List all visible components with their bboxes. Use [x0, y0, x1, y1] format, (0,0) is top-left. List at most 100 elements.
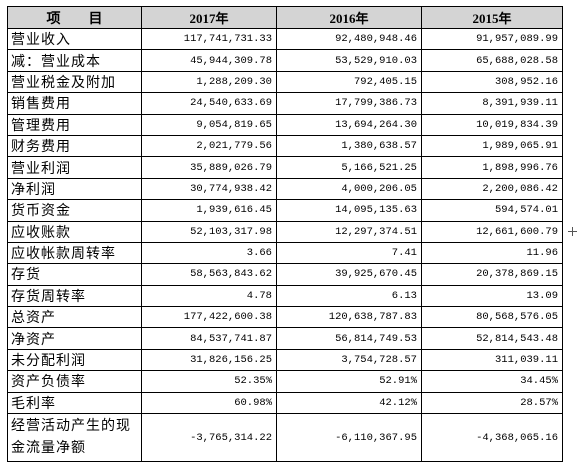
row-label: 存货	[8, 264, 142, 286]
row-label: 存货周转率	[8, 285, 142, 308]
value-2017: -3,765,314.22	[142, 414, 277, 463]
value-2016: 5,166,521.25	[277, 157, 422, 179]
table-row: 存货 58,563,843.62 39,925,670.45 20,378,869.1…	[8, 264, 563, 286]
table-row: 资产负债率 52.35% 52.91% 34.45%	[8, 371, 563, 393]
row-label: 营业利润	[8, 157, 142, 179]
value-2015: 1,898,996.76	[422, 157, 563, 179]
table-row: 货币资金 1,939,616.45 14,095,135.63 594,574.01	[8, 200, 563, 222]
value-2016: 792,405.15	[277, 71, 422, 94]
value-2017: 1,288,209.30	[142, 71, 277, 94]
value-2015: 28.57%	[422, 392, 563, 415]
table-row: 应收账款 52,103,317.98 12,297,374.51 12,661,600…	[8, 221, 563, 243]
value-2017: 3.66	[142, 242, 277, 265]
value-2016: 12,297,374.51	[277, 221, 422, 243]
row-label: 总资产	[8, 307, 142, 329]
row-label: 销售费用	[8, 93, 142, 115]
value-2015: 20,378,869.15	[422, 264, 563, 286]
value-2017: 45,944,309.78	[142, 50, 277, 72]
table-row: 营业税金及附加 1,288,209.30 792,405.15 308,952.16	[8, 71, 563, 94]
value-2016: 42.12%	[277, 392, 422, 415]
table-row: 应收帐款周转率 3.66 7.41 11.96	[8, 242, 563, 265]
value-2017: 4.78	[142, 285, 277, 308]
value-2016: -6,110,367.95	[277, 414, 422, 463]
value-2016: 53,529,910.03	[277, 50, 422, 72]
value-2017: 177,422,600.38	[142, 307, 277, 329]
value-2016: 3,754,728.57	[277, 349, 422, 372]
row-label: 营业收入	[8, 29, 142, 51]
value-2017: 31,826,156.25	[142, 349, 277, 372]
value-2015: 52,814,543.48	[422, 328, 563, 350]
value-2016: 1,380,638.57	[277, 135, 422, 158]
table-row: 总资产 177,422,600.38 120,638,787.83 80,568,57…	[8, 307, 563, 329]
row-label: 管理费用	[8, 114, 142, 136]
value-2015: 2,200,086.42	[422, 178, 563, 201]
table-row: 营业收入 117,741,731.33 92,480,948.46 91,957,08…	[8, 29, 563, 51]
row-label: 未分配利润	[8, 349, 142, 372]
value-2017: 52,103,317.98	[142, 221, 277, 243]
value-2015: 80,568,576.05	[422, 307, 563, 329]
financial-table: 项 目 2017年 2016年 2015年 营业收入 117,741,731.33 92,4…	[7, 6, 563, 463]
value-2017: 84,537,741.87	[142, 328, 277, 350]
row-label: 资产负债率	[8, 371, 142, 393]
row-label: 应收帐款周转率	[8, 242, 142, 265]
table-row: 财务费用 2,021,779.56 1,380,638.57 1,989,065.91	[8, 135, 563, 158]
value-2017: 30,774,938.42	[142, 178, 277, 201]
row-label: 减：营业成本	[8, 50, 142, 72]
value-2017: 117,741,731.33	[142, 29, 277, 51]
row-label: 经营活动产生的现金流量净额	[8, 414, 142, 463]
row-label: 营业税金及附加	[8, 71, 142, 94]
value-2017: 60.98%	[142, 392, 277, 415]
value-2017: 52.35%	[142, 371, 277, 393]
value-2017: 58,563,843.62	[142, 264, 277, 286]
value-2015: 13.09	[422, 285, 563, 308]
value-2015: 1,989,065.91	[422, 135, 563, 158]
value-2015: 12,661,600.79	[422, 221, 563, 243]
value-2017: 9,054,819.65	[142, 114, 277, 136]
table-move-handle-plus-icon[interactable]	[568, 227, 577, 236]
value-2015: 65,688,028.58	[422, 50, 563, 72]
value-2017: 24,540,633.69	[142, 93, 277, 115]
row-label: 净利润	[8, 178, 142, 201]
value-2016: 13,694,264.30	[277, 114, 422, 136]
value-2016: 120,638,787.83	[277, 307, 422, 329]
value-2016: 52.91%	[277, 371, 422, 393]
value-2017: 2,021,779.56	[142, 135, 277, 158]
table-row: 毛利率 60.98% 42.12% 28.57%	[8, 392, 563, 415]
table-row: 净利润 30,774,938.42 4,000,206.05 2,200,086.42	[8, 178, 563, 201]
row-label: 应收账款	[8, 221, 142, 243]
row-label: 净资产	[8, 328, 142, 350]
value-2016: 7.41	[277, 242, 422, 265]
value-2015: 34.45%	[422, 371, 563, 393]
value-2016: 14,095,135.63	[277, 200, 422, 222]
table-row: 管理费用 9,054,819.65 13,694,264.30 10,019,834.…	[8, 114, 563, 136]
value-2016: 39,925,670.45	[277, 264, 422, 286]
table-row: 营业利润 35,889,026.79 5,166,521.25 1,898,996.7…	[8, 157, 563, 179]
value-2017: 1,939,616.45	[142, 200, 277, 222]
value-2016: 17,799,386.73	[277, 93, 422, 115]
value-2017: 35,889,026.79	[142, 157, 277, 179]
value-2015: 11.96	[422, 242, 563, 265]
value-2015: 91,957,089.99	[422, 29, 563, 51]
value-2015: -4,368,065.16	[422, 414, 563, 463]
value-2015: 311,039.11	[422, 349, 563, 372]
table-row: 经营活动产生的现金流量净额 -3,765,314.22 -6,110,367.95-…	[8, 414, 563, 463]
value-2015: 308,952.16	[422, 71, 563, 94]
table-row: 未分配利润 31,826,156.25 3,754,728.57 311,039.11	[8, 349, 563, 372]
table-row: 存货周转率 4.78 6.13 13.09	[8, 285, 563, 308]
value-2015: 8,391,939.11	[422, 93, 563, 115]
table-header-row: 项 目 2017年 2016年 2015年	[8, 7, 563, 29]
header-year-2017: 2017年	[142, 7, 277, 29]
value-2016: 56,814,749.53	[277, 328, 422, 350]
header-year-2015: 2015年	[422, 7, 563, 29]
table-row: 销售费用 24,540,633.69 17,799,386.73 8,391,939.…	[8, 93, 563, 115]
value-2016: 4,000,206.05	[277, 178, 422, 201]
value-2015: 10,019,834.39	[422, 114, 563, 136]
header-year-2016: 2016年	[277, 7, 422, 29]
header-item-cell: 项 目	[8, 7, 142, 29]
value-2016: 92,480,948.46	[277, 29, 422, 51]
row-label: 财务费用	[8, 135, 142, 158]
value-2016: 6.13	[277, 285, 422, 308]
row-label: 货币资金	[8, 200, 142, 222]
table-row: 净资产 84,537,741.87 56,814,749.53 52,814,543.…	[8, 328, 563, 350]
table-row: 减：营业成本 45,944,309.78 53,529,910.03 65,688,0…	[8, 50, 563, 72]
